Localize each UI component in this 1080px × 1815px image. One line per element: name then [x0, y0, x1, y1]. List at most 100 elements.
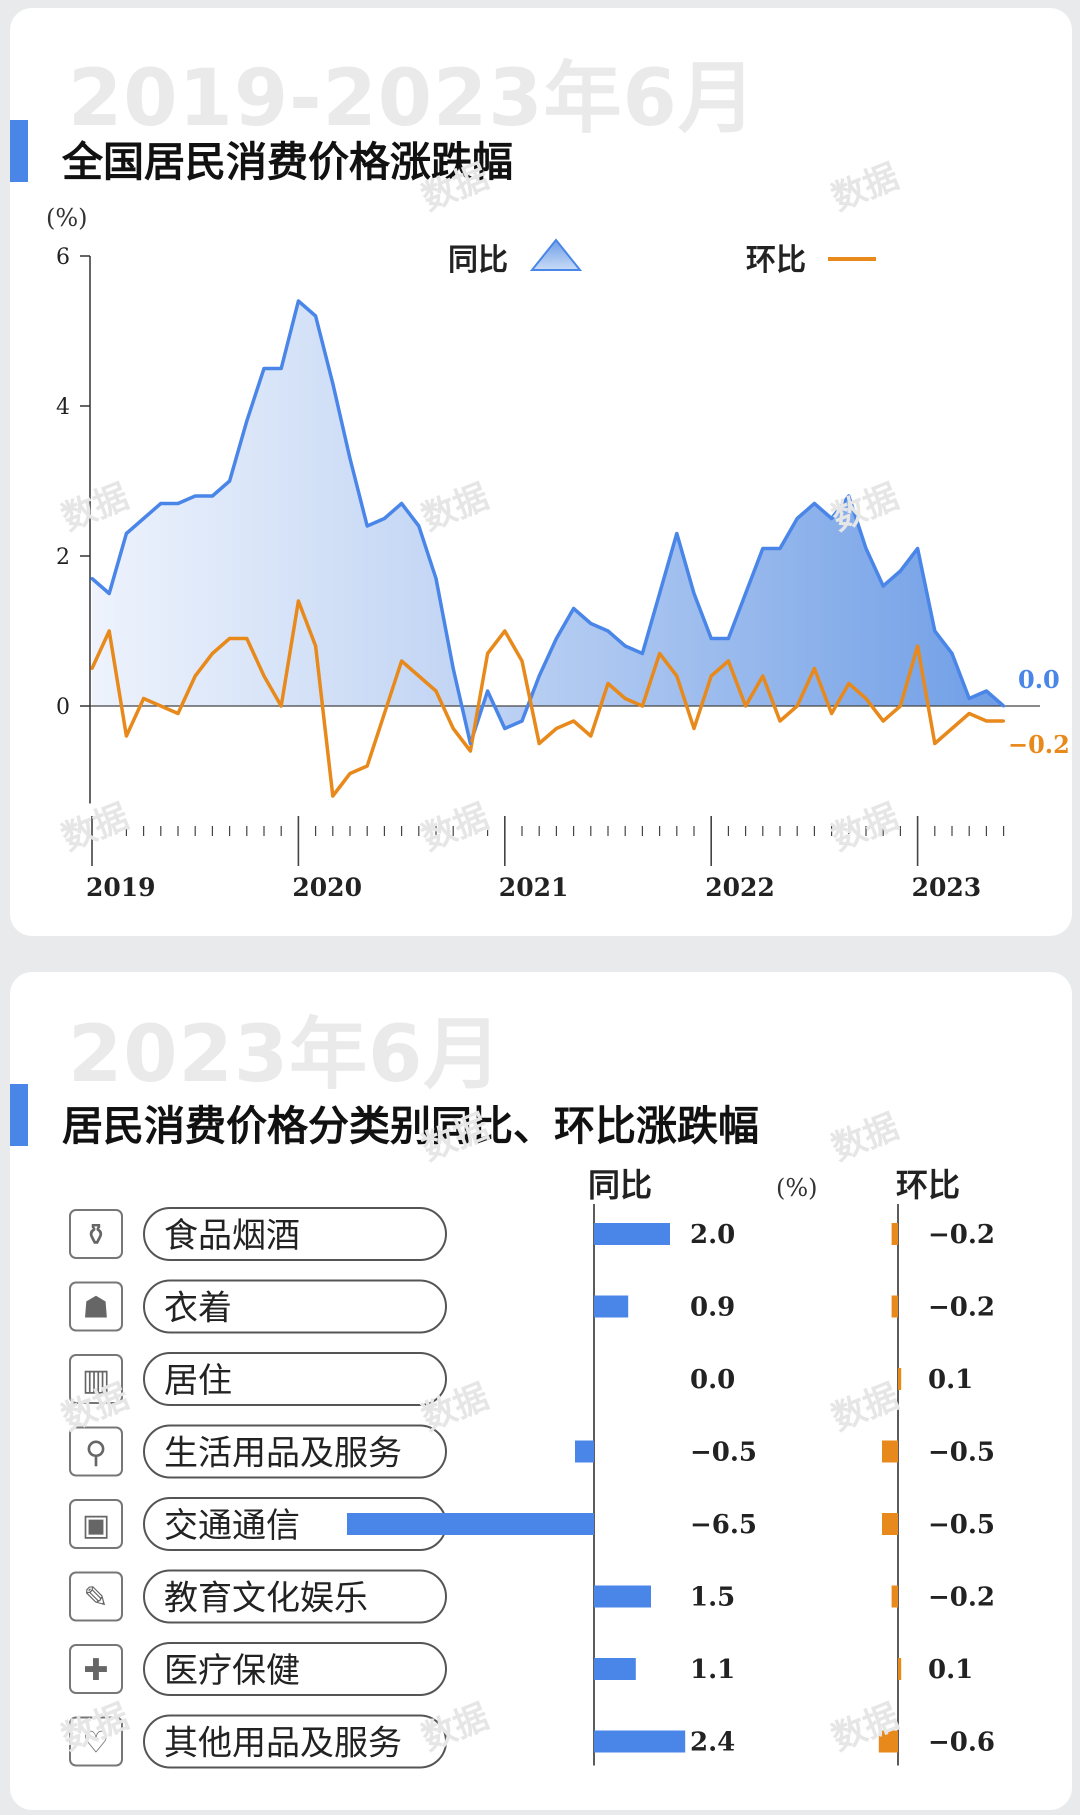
category-label: 居住: [164, 1361, 232, 1401]
mom-point: [761, 674, 765, 678]
yoy-value-label: 2.0: [690, 1220, 735, 1250]
mom-point: [744, 704, 748, 708]
mom-value-label: −0.2: [928, 1293, 995, 1323]
mom-point: [950, 727, 954, 730]
mom-point: [279, 704, 283, 708]
yoy-point: [623, 644, 627, 648]
mom-line: [90, 599, 1004, 798]
yoy-value-label: −6.5: [690, 1510, 757, 1540]
legend-yoy-label: 同比: [448, 243, 508, 278]
yoy-point: [864, 547, 868, 550]
category-label: 其他用品及服务: [164, 1724, 402, 1764]
svg-text:✎: ✎: [83, 1581, 108, 1616]
yoy-point: [176, 502, 180, 505]
mom-point: [692, 727, 696, 730]
yoy-point: [830, 517, 834, 520]
yoy-point: [847, 494, 851, 498]
yoy-point: [434, 577, 438, 580]
svg-text:▥: ▥: [82, 1363, 110, 1398]
yoy-point: [640, 652, 644, 655]
title-accent-bar: [10, 1084, 28, 1146]
category-row: ▥ 居住 0.0 0.1: [69, 1352, 973, 1406]
yoy-point: [537, 674, 541, 678]
yoy-bar: [594, 1223, 670, 1245]
mom-point: [984, 719, 988, 723]
mom-point: [847, 682, 851, 685]
yoy-bar: [594, 1658, 636, 1680]
yoy-point: [382, 517, 386, 520]
yoy-point: [572, 607, 576, 610]
yoy-point: [468, 742, 472, 745]
mom-point: [726, 659, 730, 663]
mom-point: [331, 794, 335, 798]
yoy-value-label: 2.4: [690, 1728, 735, 1758]
chart-title: 居民消费价格分类别同比、环比涨跌幅: [62, 1102, 759, 1150]
yoy-point: [296, 299, 300, 303]
y-tick-label: 4: [56, 395, 70, 420]
yoy-point: [90, 577, 94, 580]
mom-point: [176, 712, 180, 715]
y-tick-label: 0: [56, 695, 70, 720]
category-row: ✎ 教育文化娱乐 1.5 −0.2: [69, 1569, 995, 1624]
x-year-label: 2019: [86, 873, 156, 902]
category-pill: [143, 1569, 447, 1624]
yoy-point: [967, 697, 971, 700]
mom-point: [640, 704, 644, 708]
mom-point: [572, 719, 576, 723]
mom-point: [107, 629, 111, 633]
housing-icon: ▥: [69, 1354, 123, 1404]
category-row: ⚱ 食品烟酒 2.0 −0.2: [69, 1207, 995, 1261]
svg-text:⚲: ⚲: [85, 1436, 107, 1471]
mom-point: [709, 674, 713, 678]
yoy-point: [692, 592, 696, 595]
category-row: ✚ 医疗保健 1.1 0.1: [69, 1642, 973, 1696]
yoy-point: [795, 517, 799, 520]
yoy-point: [950, 652, 954, 655]
mom-point: [916, 644, 920, 648]
cpi-trend-card: 2019-2023年6月 全国居民消费价格涨跌幅 (%) 0 2 4 6 0.0 −0.2 2…: [10, 8, 1072, 936]
yoy-point: [451, 667, 455, 670]
yoy-point: [761, 547, 765, 550]
yoy-value-label: 1.1: [690, 1655, 735, 1685]
mom-bar: [898, 1658, 902, 1680]
yoy-point: [658, 592, 662, 595]
mom-point: [142, 697, 146, 700]
category-label: 衣着: [164, 1289, 232, 1329]
category-pill: [143, 1714, 447, 1769]
mom-point: [486, 652, 490, 655]
daily-goods-icon: ⚲: [69, 1426, 123, 1477]
mom-value-label: −0.5: [928, 1438, 995, 1468]
mom-point: [245, 637, 249, 640]
legend-yoy-swatch: [529, 238, 583, 271]
y-tick-label: 6: [56, 245, 70, 270]
mom-point: [967, 712, 971, 715]
mom-point: [503, 629, 507, 633]
svg-text:▣: ▣: [82, 1508, 110, 1543]
mom-value-label: −0.2: [928, 1583, 995, 1613]
mom-point: [228, 637, 232, 640]
mom-point: [400, 659, 404, 663]
yoy-point: [107, 592, 111, 595]
yoy-point: [210, 494, 214, 498]
yoy-bar: [594, 1730, 686, 1753]
x-year-label: 2022: [705, 873, 775, 902]
title-accent-bar: [10, 120, 28, 182]
mom-point: [623, 697, 627, 700]
yoy-area: [92, 301, 1004, 744]
category-label: 生活用品及服务: [164, 1434, 402, 1474]
mom-point: [314, 644, 318, 648]
y-tick-label: 2: [56, 545, 70, 570]
mom-point: [881, 719, 885, 723]
mom-point: [554, 727, 558, 730]
mom-bar: [882, 1440, 898, 1463]
mom-point: [382, 712, 386, 715]
mom-point: [296, 599, 300, 603]
yoy-point: [916, 547, 920, 550]
mom-point: [159, 704, 163, 708]
mom-point: [124, 734, 128, 738]
mom-point: [830, 712, 834, 715]
mom-point: [675, 674, 679, 678]
mom-end-label: −0.2: [1008, 730, 1070, 759]
legend-mom-label: 环比: [746, 243, 806, 278]
mom-point: [434, 689, 438, 693]
